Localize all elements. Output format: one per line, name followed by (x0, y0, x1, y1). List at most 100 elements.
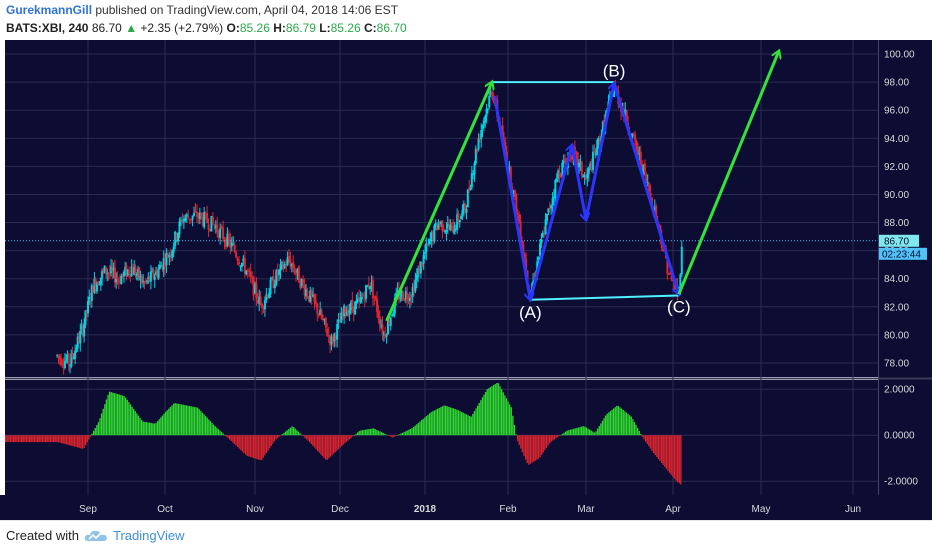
oscillator-bar (35, 435, 37, 443)
candle-body (121, 274, 124, 276)
oscillator-bar (73, 435, 76, 447)
oscillator-bar (136, 413, 138, 436)
oscillator-bar (249, 435, 252, 458)
candle-body (382, 334, 385, 336)
candle-body (238, 261, 241, 265)
candle-body (305, 289, 307, 297)
oscillator-bar (627, 413, 629, 436)
candle-body (593, 151, 596, 154)
oscillator-bar (422, 418, 424, 436)
oscillator-bar (414, 425, 416, 436)
candle-body (537, 257, 540, 260)
candle-body (399, 297, 402, 299)
candle-body (220, 226, 223, 229)
candle-body (457, 213, 460, 223)
oscillator-bar (565, 431, 567, 436)
oscillator-bar (441, 406, 444, 436)
candle-body (490, 92, 493, 95)
oscillator-bar (323, 435, 325, 458)
oscillator-bar (617, 406, 620, 436)
candle-body (112, 267, 115, 272)
oscillator-bar (429, 413, 431, 436)
candle-body (160, 265, 163, 268)
oscillator-bar (131, 406, 133, 436)
time-scale-bg[interactable] (0, 495, 932, 520)
oscillator-bar (326, 435, 328, 460)
candle-body (178, 221, 181, 234)
candle-body (369, 286, 372, 290)
candle-body (424, 252, 426, 255)
oscillator-bar (528, 435, 530, 465)
trendline-cyan (530, 294, 679, 301)
last-price: 86.70 (91, 21, 122, 35)
candle-body (201, 216, 204, 226)
candle-body (460, 215, 463, 220)
oscillator-bar (648, 435, 650, 447)
candle-body (147, 276, 150, 280)
candle-body (261, 303, 264, 308)
chart-area[interactable]: (A)(B)(C) 78.0080.0082.0084.0086.0088.00… (0, 0, 932, 520)
oscillator-bar (557, 435, 559, 438)
candle-body (509, 166, 512, 188)
oscillator-bar (353, 435, 356, 436)
oscillator-bar (560, 434, 562, 436)
candle-body (217, 231, 220, 239)
candle-body (259, 296, 262, 305)
oscillator-bar (587, 428, 589, 436)
candle-body (130, 266, 133, 277)
oscillator-bar (347, 435, 349, 441)
candle-body (580, 161, 583, 176)
candle-body (213, 224, 216, 226)
oscillator-bar (405, 431, 407, 436)
oscillator-bar (470, 416, 472, 436)
candle-body (550, 205, 553, 209)
candle-body (84, 310, 87, 326)
candle-body (155, 271, 158, 276)
oscillator-bar (430, 412, 432, 436)
price-scale-bg[interactable] (878, 40, 932, 495)
candle-body (543, 234, 546, 236)
tradingview-brand-link[interactable]: TradingView (113, 528, 185, 543)
oscillator-bar (129, 404, 132, 436)
candle-body (396, 290, 399, 292)
candle-body (413, 285, 416, 293)
oscillator-bar (334, 435, 336, 453)
oscillator-bar (469, 416, 471, 436)
wave-arrow-blue (612, 83, 679, 295)
oscillator-bar (43, 435, 45, 443)
oscillator-bar (270, 435, 272, 446)
tradingview-cloud-icon[interactable] (84, 528, 108, 544)
oscillator-bar (11, 435, 13, 443)
oscillator-bar (561, 433, 564, 436)
oscillator-bar (502, 392, 504, 436)
candle-body (156, 271, 159, 277)
candle-body (440, 221, 443, 225)
candle-body (185, 214, 188, 217)
countdown-badge: 02:23:44 (879, 247, 927, 260)
candle-body (306, 290, 309, 297)
oscillator-bar (352, 435, 354, 437)
candle-body (516, 213, 519, 215)
candle-body (292, 262, 295, 269)
oscillator-bar (278, 435, 280, 437)
oscillator-bar (456, 409, 458, 436)
candle-body (232, 244, 235, 246)
candle-body (523, 254, 526, 260)
author-link[interactable]: GurekmannGill (6, 3, 93, 17)
candle-body (551, 198, 554, 206)
oscillator-bar (105, 399, 108, 436)
oscillator-bar (320, 435, 322, 455)
candle-body (414, 280, 417, 292)
candle-body (345, 311, 348, 316)
candle-body (454, 228, 457, 230)
oscillator-bar (413, 426, 415, 436)
candle-body (256, 299, 259, 303)
candle-body (391, 314, 394, 316)
candle-body (93, 279, 96, 293)
oscillator-bar (169, 406, 172, 436)
oscillator-bar (70, 435, 72, 446)
oscillator-bar (395, 435, 397, 436)
oscillator-bar (544, 435, 546, 451)
candle-body (624, 109, 627, 118)
oscillator-bar (406, 430, 408, 436)
